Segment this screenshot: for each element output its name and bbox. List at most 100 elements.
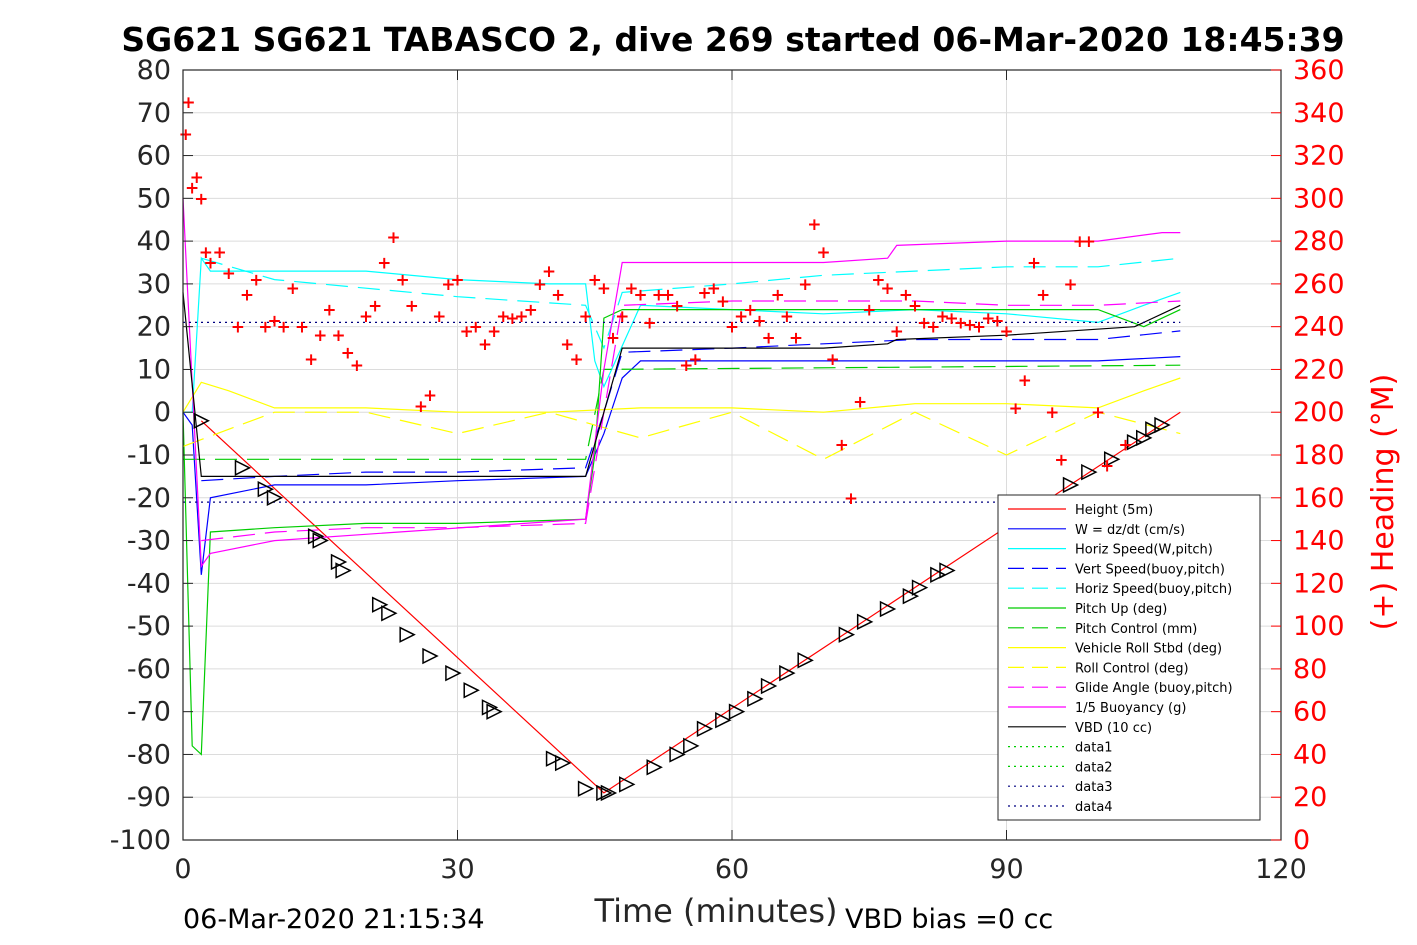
right-tick-label: 180 xyxy=(1293,440,1345,471)
x-axis-label: Time (minutes) xyxy=(594,892,838,930)
y-tick-label: 10 xyxy=(137,354,171,385)
heading-marker: + xyxy=(798,275,812,295)
heading-marker: + xyxy=(935,307,949,327)
x-tick-label: 0 xyxy=(174,854,191,885)
depth-triangle-marker xyxy=(728,703,746,720)
heading-marker: + xyxy=(258,318,272,338)
right-tick-label: 240 xyxy=(1293,312,1345,343)
heading-marker: + xyxy=(972,318,986,338)
y-tick-label: -50 xyxy=(127,611,171,642)
heading-marker: + xyxy=(844,489,858,509)
heading-marker: + xyxy=(679,356,693,376)
chart-title: SG621 SG621 TABASCO 2, dive 269 started … xyxy=(121,20,1344,59)
y-tick-label: 0 xyxy=(154,397,171,428)
series-line xyxy=(182,198,1181,568)
depth-triangle-marker xyxy=(669,746,686,763)
depth-triangle-marker xyxy=(779,664,796,682)
heading-marker: + xyxy=(524,301,538,321)
heading-marker: + xyxy=(1137,0,1151,5)
heading-marker: + xyxy=(826,350,840,370)
heading-marker: + xyxy=(1054,450,1068,470)
legend-label: Glide Angle (buoy,pitch) xyxy=(1075,681,1233,696)
heading-marker: + xyxy=(734,307,748,327)
heading-marker: + xyxy=(725,318,739,338)
y-tick-label: -40 xyxy=(127,568,171,599)
heading-marker: + xyxy=(743,301,757,321)
heading-marker: + xyxy=(179,125,193,145)
heading-marker: + xyxy=(514,307,528,327)
footer-timestamp: 06-Mar-2020 21:15:34 xyxy=(183,904,485,935)
heading-marker: + xyxy=(185,179,199,199)
depth-triangle-marker xyxy=(1154,416,1171,434)
legend-label: VBD (10 cc) xyxy=(1075,721,1152,736)
right-tick-label: 80 xyxy=(1293,654,1327,685)
depth-triangle-marker xyxy=(619,776,636,793)
depth-triangle-marker xyxy=(596,784,613,802)
depth-triangle-marker xyxy=(266,489,284,506)
series-line xyxy=(182,377,1181,413)
depth-triangle-marker xyxy=(902,587,920,605)
heading-marker: + xyxy=(194,189,208,209)
depth-triangle-marker xyxy=(838,626,856,643)
x-tick-label: 30 xyxy=(440,854,474,885)
heading-marker: + xyxy=(249,271,263,291)
heading-marker: + xyxy=(752,311,766,331)
depth-triangle-marker xyxy=(422,647,439,665)
right-tick-label: 160 xyxy=(1293,483,1345,514)
depth-triangle-marker xyxy=(747,690,764,708)
heading-marker: + xyxy=(1027,254,1041,274)
right-axis-ticks: 3603403203002802602402202001801601401201… xyxy=(1271,55,1345,856)
heading-marker: + xyxy=(295,318,309,338)
heading-marker: + xyxy=(450,271,464,291)
legend-label: Vert Speed(buoy,pitch) xyxy=(1075,562,1225,577)
heading-marker: + xyxy=(1118,435,1132,455)
right-tick-label: 140 xyxy=(1293,526,1345,557)
heading-marker: + xyxy=(643,313,657,333)
heading-marker: + xyxy=(981,309,995,329)
depth-triangle-marker xyxy=(371,596,389,613)
series-line xyxy=(183,256,1181,413)
heading-marker: + xyxy=(890,322,904,342)
heading-marker: + xyxy=(697,283,711,303)
heading-marker: + xyxy=(203,254,217,274)
legend-label: Vehicle Roll Stbd (deg) xyxy=(1075,642,1222,657)
series-line xyxy=(201,257,1181,350)
heading-marker: + xyxy=(212,243,226,263)
heading-marker: + xyxy=(835,435,849,455)
legend-label: Pitch Control (mm) xyxy=(1075,622,1197,637)
depth-triangle-marker xyxy=(312,532,329,549)
depth-triangle-marker xyxy=(797,652,814,669)
heading-marker: + xyxy=(661,286,675,306)
heading-marker: + xyxy=(606,328,620,348)
depth-triangle-marker xyxy=(257,481,275,498)
left-axis-ticks: 80 70 60 50 40 30 20 10 0 -10 -20 -30 -40 -50 -60 -70 -8… xyxy=(110,55,193,856)
heading-marker: + xyxy=(1173,0,1187,5)
heading-marker: + xyxy=(853,393,867,413)
heading-marker: + xyxy=(716,292,730,312)
y-tick-label: -70 xyxy=(127,697,171,728)
heading-marker: + xyxy=(478,335,492,355)
depth-triangle-marker xyxy=(445,664,462,682)
heading-marker: + xyxy=(578,307,592,327)
heading-marker: + xyxy=(533,275,547,295)
heading-marker: + xyxy=(1100,457,1114,477)
heading-marker: + xyxy=(350,356,364,376)
legend-label: data4 xyxy=(1075,800,1113,815)
series-line xyxy=(182,309,1181,756)
heading-marker: + xyxy=(633,286,647,306)
legend-label: data2 xyxy=(1075,760,1113,775)
heading-marker: + xyxy=(304,350,318,370)
depth-triangle-marker xyxy=(1126,433,1144,451)
right-tick-label: 340 xyxy=(1293,98,1345,129)
heading-marker: + xyxy=(1082,232,1096,252)
depth-triangle-marker xyxy=(715,712,732,729)
legend-label: Height (5m) xyxy=(1075,503,1153,518)
depth-triangle-marker xyxy=(683,737,700,755)
heading-marker: + xyxy=(954,313,968,333)
heading-marker: + xyxy=(624,279,638,299)
depth-triangle-marker xyxy=(1081,463,1098,481)
depth-triangle-marker xyxy=(856,613,874,631)
heading-marker: + xyxy=(963,316,977,336)
series-line xyxy=(182,356,1181,575)
